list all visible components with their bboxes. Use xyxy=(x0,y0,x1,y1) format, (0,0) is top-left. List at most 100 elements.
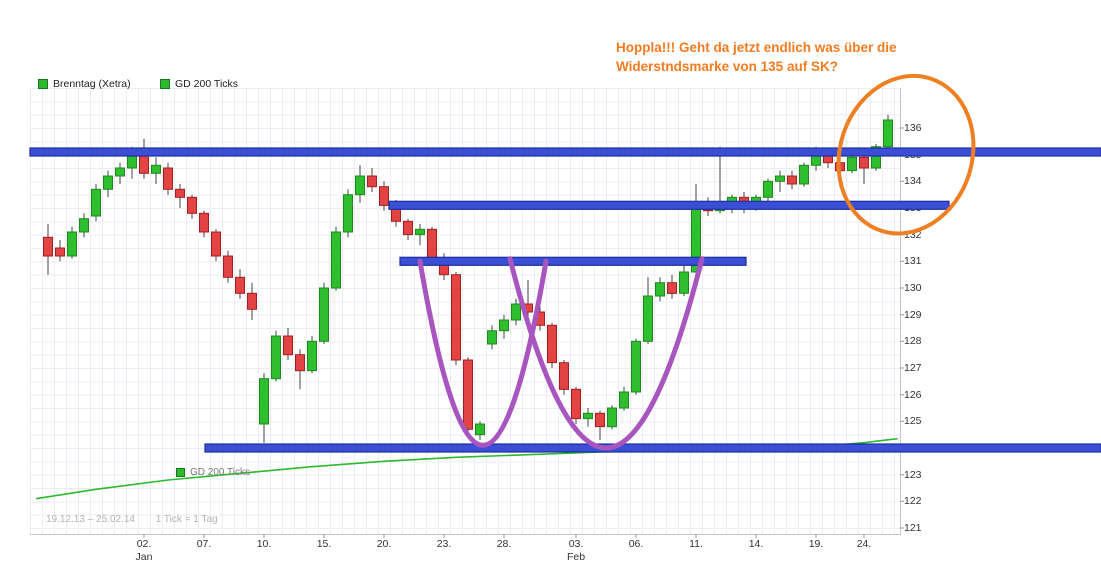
candle-up xyxy=(775,175,785,182)
candle-up xyxy=(655,282,665,297)
candle-down xyxy=(295,354,305,372)
candle-down xyxy=(667,282,677,294)
y-axis-label: 131 xyxy=(904,255,922,268)
legend-label: Brenntag (Xetra) xyxy=(53,78,131,90)
candle-down xyxy=(559,362,569,390)
candle-down xyxy=(547,324,557,364)
candle-up xyxy=(763,180,773,198)
y-axis-label: 122 xyxy=(904,495,922,508)
x-axis-label: 28. xyxy=(496,538,512,550)
candle-up xyxy=(127,154,137,169)
candle-up xyxy=(643,295,653,342)
candle-down xyxy=(379,186,389,206)
trader-annotation: Hoppla!!! Geht da jetzt endlich was über… xyxy=(616,38,986,76)
candle-up xyxy=(799,164,809,185)
candle-down xyxy=(223,255,233,278)
x-axis-label: 06. xyxy=(628,538,644,550)
candle-down xyxy=(247,292,257,310)
candle-up xyxy=(259,378,269,425)
candle-down xyxy=(175,188,185,198)
candle-up xyxy=(487,330,497,345)
y-axis-label: 128 xyxy=(904,335,922,348)
candle-up xyxy=(79,218,89,233)
candle-up xyxy=(631,340,641,393)
candle-down xyxy=(463,359,473,430)
x-axis-label: 14. xyxy=(748,538,764,550)
candle-up xyxy=(679,271,689,294)
x-axis-month-label: Feb xyxy=(566,551,586,563)
candle-up xyxy=(91,188,101,217)
y-axis-label: 130 xyxy=(904,282,922,294)
x-axis-label: 19. xyxy=(808,538,824,550)
candle-down xyxy=(199,212,209,233)
candle-down xyxy=(427,228,437,260)
x-axis-label: 03. xyxy=(568,538,584,550)
legend-label: GD 200 Ticks xyxy=(175,78,239,90)
x-axis-label: 23. xyxy=(436,538,452,550)
candle-up xyxy=(103,175,113,190)
annotation-line-2: Widerstndsmarke von 135 auf SK? xyxy=(616,59,838,74)
candle-up xyxy=(151,164,161,174)
y-axis-label: 123 xyxy=(904,468,922,481)
candle-down xyxy=(403,220,413,236)
candle-up xyxy=(607,407,617,428)
candle-down xyxy=(595,412,605,428)
legend-item-gd200: GD 200 Ticks xyxy=(160,78,238,90)
candle-down xyxy=(163,167,173,190)
breakout-circle-annotation xyxy=(836,73,976,236)
drawn-horizontal-line xyxy=(399,256,747,266)
x-axis-label: 10. xyxy=(256,538,272,550)
chart-plot-area xyxy=(30,88,901,535)
candle-up xyxy=(475,423,485,436)
candle-down xyxy=(235,276,245,294)
inline-legend-label: GD 200 Ticks xyxy=(190,467,251,478)
candle-up xyxy=(583,412,593,420)
candle-up xyxy=(355,175,365,196)
candle-up xyxy=(511,303,521,321)
candle-up xyxy=(871,146,881,169)
candle-up xyxy=(307,340,317,372)
candle-down xyxy=(283,335,293,356)
candle-down xyxy=(571,388,581,420)
candle-up xyxy=(271,335,281,380)
candle-down xyxy=(187,196,197,214)
tick-interval-label: 1 Tick = 1 Tag xyxy=(155,514,218,525)
x-axis-label: 20. xyxy=(376,538,392,550)
y-axis-label: 121 xyxy=(904,522,922,534)
y-axis-label: 125 xyxy=(904,415,922,428)
gd200-legend-marker-icon xyxy=(160,79,170,89)
candle-up xyxy=(499,319,509,332)
x-axis-label: 02. xyxy=(136,538,152,550)
drawn-horizontal-line xyxy=(204,443,1101,453)
drawn-horizontal-line xyxy=(388,200,950,210)
candle-up xyxy=(883,119,893,148)
candle-down xyxy=(367,175,377,188)
candle-up xyxy=(619,391,629,409)
candle-up xyxy=(67,231,77,257)
candle-down xyxy=(787,175,797,185)
w-pattern-arc xyxy=(417,258,549,448)
candle-up xyxy=(415,228,425,236)
brenntag-legend-marker-icon xyxy=(38,79,48,89)
drawn-horizontal-line xyxy=(29,147,1101,157)
y-axis-label: 126 xyxy=(904,388,922,401)
inline-gd200-legend: GD 200 Ticks xyxy=(176,467,250,478)
candle-up xyxy=(319,287,329,342)
candle-up xyxy=(343,194,353,233)
legend-item-brenntag: Brenntag (Xetra) xyxy=(38,78,131,90)
candle-down xyxy=(211,231,221,257)
x-axis-month-label: Jan xyxy=(135,551,153,563)
x-axis-label: 07. xyxy=(196,538,212,550)
y-axis-label: 129 xyxy=(904,308,922,321)
annotation-line-1: Hoppla!!! Geht da jetzt endlich was über… xyxy=(616,40,897,55)
candle-up xyxy=(115,167,125,177)
x-axis-label: 11. xyxy=(689,538,703,550)
chart-footer-info: 19.12.13 – 25.02.14 1 Tick = 1 Tag xyxy=(46,514,236,525)
y-axis-label: 134 xyxy=(904,175,922,188)
x-axis-label: 15. xyxy=(316,538,332,550)
candle-down xyxy=(451,274,461,361)
gd200-inline-marker-icon xyxy=(176,468,185,477)
y-axis-label: 127 xyxy=(904,362,922,374)
w-pattern-arc xyxy=(507,256,705,451)
